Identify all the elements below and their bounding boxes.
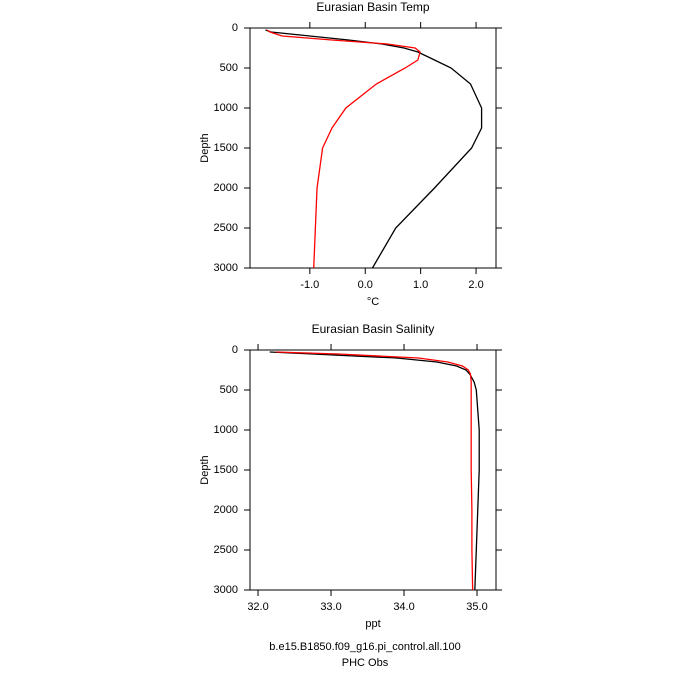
y-axis-label: Depth — [199, 455, 211, 484]
y-tick-label: 3000 — [214, 584, 238, 596]
y-tick-label: 1000 — [214, 424, 238, 436]
y-tick-label: 500 — [220, 384, 238, 396]
plot-frame — [249, 27, 497, 269]
y-tick-label: 2500 — [214, 544, 238, 556]
x-tick-label: 32.0 — [247, 601, 268, 613]
y-axis-label: Depth — [199, 133, 211, 162]
y-tick-label: 0 — [232, 344, 238, 356]
x-tick-label: -1.0 — [300, 279, 319, 291]
y-tick-label: 1500 — [214, 464, 238, 476]
y-tick-label: 2000 — [214, 504, 238, 516]
x-axis-label: ppt — [365, 618, 380, 630]
y-tick-label: 1000 — [214, 102, 238, 114]
x-tick-label: 34.0 — [393, 601, 414, 613]
chart-title: Eurasian Basin Salinity — [312, 322, 435, 336]
data-line — [265, 29, 483, 269]
y-tick-label: 1500 — [214, 142, 238, 154]
data-line — [266, 29, 421, 269]
data-line — [276, 351, 474, 591]
y-tick-label: 500 — [220, 62, 238, 74]
plot-frame — [249, 349, 497, 591]
chart-title: Eurasian Basin Temp — [316, 0, 430, 14]
y-tick-label: 2000 — [214, 182, 238, 194]
x-tick-label: 35.0 — [466, 601, 487, 613]
legend-entry: b.e15.B1850.f09_g16.pi_control.all.100 — [269, 641, 460, 653]
x-axis-label: °C — [367, 296, 379, 308]
x-tick-label: 0.0 — [358, 279, 373, 291]
data-line — [269, 351, 480, 591]
y-tick-label: 3000 — [214, 262, 238, 274]
legend-entry: PHC Obs — [342, 657, 389, 669]
y-tick-label: 2500 — [214, 222, 238, 234]
x-tick-label: 33.0 — [320, 601, 341, 613]
x-tick-label: 1.0 — [413, 279, 428, 291]
y-tick-label: 0 — [232, 22, 238, 34]
x-tick-label: 2.0 — [468, 279, 483, 291]
